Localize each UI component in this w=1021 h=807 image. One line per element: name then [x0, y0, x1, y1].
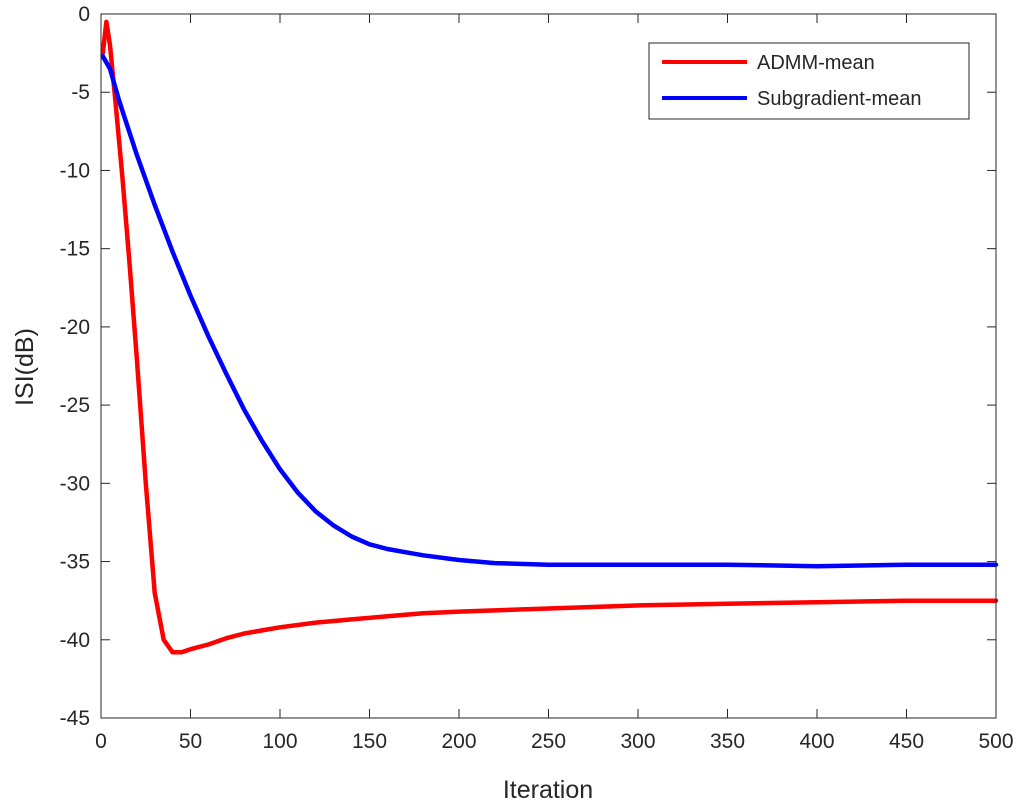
axis-tick-labels: 0 50 100 150 200 250 300 350 400 450 500 0 -5 -10 -15 -… [60, 3, 1014, 753]
y-tick-label: -20 [60, 316, 90, 339]
x-tick-label: 300 [620, 730, 655, 753]
y-tick-label: -45 [60, 707, 90, 730]
x-axis-label: Iteration [503, 776, 593, 804]
y-tick-label: -15 [60, 238, 90, 261]
x-tick-label: 250 [531, 730, 566, 753]
x-tick-label: 350 [710, 730, 745, 753]
y-tick-label: 0 [78, 3, 90, 26]
y-tick-label: -30 [60, 472, 90, 495]
y-tick-label: -35 [60, 551, 90, 574]
x-tick-label: 50 [179, 730, 202, 753]
y-tick-label: -5 [71, 81, 90, 104]
x-tick-label: 500 [978, 730, 1013, 753]
x-tick-label: 450 [889, 730, 924, 753]
x-tick-label: 0 [95, 730, 107, 753]
legend-label-subgradient-mean: Subgradient-mean [757, 88, 922, 110]
y-tick-label: -10 [60, 159, 90, 182]
x-tick-label: 200 [441, 730, 476, 753]
x-tick-label: 100 [262, 730, 297, 753]
y-tick-label: -25 [60, 394, 90, 417]
y-tick-label: -40 [60, 629, 90, 652]
series-line-admm-mean [100, 19, 999, 655]
legend-label-admm-mean: ADMM-mean [757, 52, 875, 74]
legend-box [648, 42, 970, 120]
legend: ADMM-mean Subgradient-mean [648, 42, 970, 120]
x-tick-label: 150 [352, 730, 387, 753]
y-axis-label: ISI(dB) [11, 328, 39, 406]
plot-lines [100, 19, 999, 655]
x-tick-label: 400 [799, 730, 834, 753]
series-line-subgradient-mean [100, 53, 999, 569]
axis-ticks [100, 13, 997, 719]
